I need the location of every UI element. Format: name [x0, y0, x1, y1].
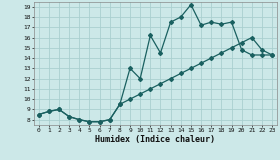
X-axis label: Humidex (Indice chaleur): Humidex (Indice chaleur) — [95, 135, 215, 144]
